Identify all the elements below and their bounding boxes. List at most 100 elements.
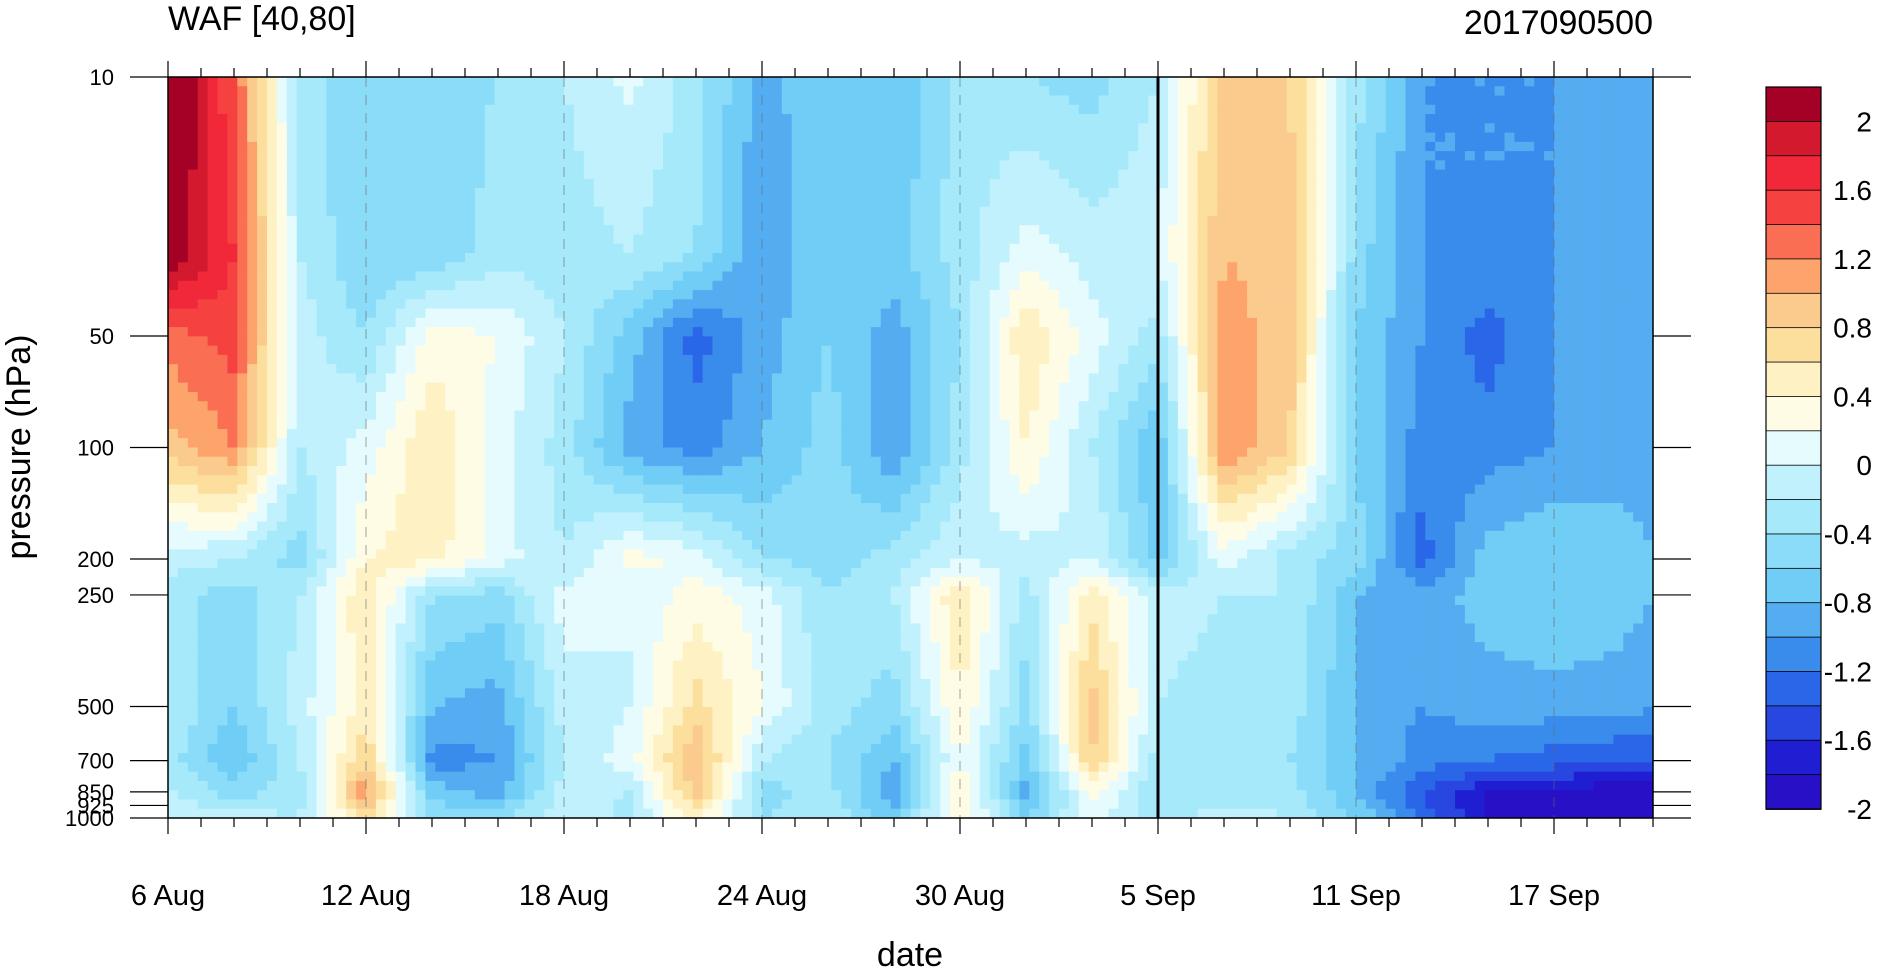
field-cell — [1247, 188, 1258, 199]
field-cell — [1573, 345, 1585, 356]
field-cell — [326, 373, 337, 384]
field-cell — [1484, 243, 1496, 254]
field-cell — [1395, 299, 1407, 310]
field-cell — [1425, 215, 1436, 226]
field-cell — [1415, 86, 1426, 97]
field-cell — [405, 382, 417, 393]
field-cell — [1049, 77, 1060, 87]
field-cell — [1395, 132, 1407, 143]
field-cell — [395, 299, 407, 310]
field-cell — [1207, 197, 1218, 208]
field-cell — [1633, 345, 1644, 356]
field-cell — [870, 290, 882, 300]
field-cell — [1554, 169, 1565, 180]
field-cell — [663, 77, 674, 87]
field-cell — [762, 299, 773, 310]
field-cell — [474, 197, 486, 208]
field-cell — [554, 178, 565, 189]
field-cell — [1207, 86, 1218, 97]
field-cell — [474, 327, 486, 337]
field-cell — [1296, 104, 1308, 115]
field-cell — [326, 141, 337, 152]
field-cell — [781, 132, 793, 143]
field-cell — [1365, 215, 1377, 226]
field-cell — [1603, 77, 1614, 87]
chart-title: WAF [40,80] — [168, 0, 356, 38]
field-cell — [1207, 354, 1218, 365]
field-cell — [1177, 197, 1189, 208]
field-cell — [573, 290, 585, 300]
field-cell — [1059, 252, 1070, 263]
field-cell — [1643, 215, 1653, 226]
field-cell — [336, 354, 347, 365]
field-cell — [960, 336, 971, 347]
field-cell — [851, 160, 862, 171]
field-cell — [366, 280, 377, 291]
field-cell — [633, 86, 644, 97]
field-cell — [385, 215, 397, 226]
field-cell — [1494, 364, 1506, 374]
field-cell — [851, 197, 862, 208]
field-cell — [930, 308, 941, 319]
field-cell — [1257, 86, 1268, 97]
field-cell — [573, 354, 585, 365]
field-cell — [1484, 160, 1496, 171]
field-cell — [1257, 123, 1268, 134]
field-cell — [633, 169, 644, 180]
field-cell — [1207, 336, 1218, 347]
field-cell — [682, 299, 694, 310]
field-cell — [385, 86, 397, 97]
field-cell — [257, 373, 268, 384]
field-cell — [1435, 132, 1446, 143]
field-cell — [861, 354, 872, 365]
field-cell — [356, 382, 367, 393]
field-cell — [672, 354, 684, 365]
field-cell — [1554, 364, 1565, 374]
field-cell — [603, 364, 615, 374]
field-cell — [217, 95, 228, 106]
field-cell — [1554, 308, 1565, 319]
field-cell — [366, 262, 377, 273]
field-cell — [851, 280, 862, 291]
field-cell — [445, 197, 456, 208]
field-cell — [514, 114, 525, 124]
field-cell — [1534, 364, 1545, 374]
field-cell — [306, 373, 318, 384]
field-cell — [613, 299, 624, 310]
field-cell — [603, 299, 615, 310]
field-cell — [1306, 336, 1317, 347]
field-cell — [1049, 197, 1060, 208]
field-cell — [702, 234, 714, 245]
field-cell — [930, 169, 941, 180]
field-cell — [227, 290, 238, 300]
field-cell — [890, 327, 902, 337]
field-cell — [1474, 123, 1486, 134]
field-cell — [890, 336, 902, 347]
field-cell — [880, 234, 892, 245]
field-cell — [494, 317, 506, 328]
field-cell — [910, 243, 921, 254]
field-cell — [385, 114, 397, 124]
field-cell — [1435, 345, 1446, 356]
field-cell — [435, 197, 446, 208]
field-cell — [1167, 123, 1179, 134]
field-cell — [1346, 364, 1357, 374]
field-cell — [207, 225, 219, 236]
field-cell — [603, 123, 615, 134]
field-cell — [702, 252, 714, 263]
field-cell — [880, 317, 892, 328]
field-cell — [405, 308, 417, 319]
field-cell — [1514, 262, 1525, 273]
field-cell — [1623, 299, 1634, 310]
field-cell — [1098, 280, 1110, 291]
field-cell — [296, 354, 308, 365]
field-cell — [1524, 178, 1535, 189]
field-cell — [257, 317, 268, 328]
field-cell — [742, 271, 753, 282]
field-cell — [1336, 95, 1347, 106]
field-cell — [960, 77, 971, 87]
field-cell — [455, 345, 466, 356]
field-cell — [534, 317, 545, 328]
field-cell — [356, 290, 367, 300]
field-cell — [672, 336, 684, 347]
